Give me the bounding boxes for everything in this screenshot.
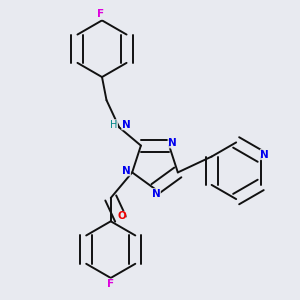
Text: N: N <box>260 150 269 160</box>
Text: O: O <box>117 212 126 221</box>
Text: N: N <box>152 189 160 199</box>
Text: N: N <box>122 166 130 176</box>
Text: N: N <box>168 138 177 148</box>
Text: F: F <box>97 9 104 20</box>
Text: H: H <box>110 120 118 130</box>
Text: F: F <box>107 279 114 289</box>
Text: N: N <box>122 120 130 130</box>
